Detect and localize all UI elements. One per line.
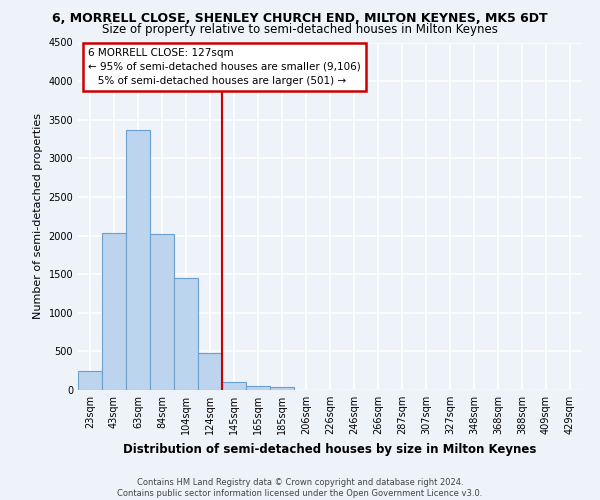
Bar — [222, 382, 246, 390]
Bar — [246, 386, 270, 390]
Bar — [102, 233, 126, 390]
Text: Contains HM Land Registry data © Crown copyright and database right 2024.
Contai: Contains HM Land Registry data © Crown c… — [118, 478, 482, 498]
Bar — [198, 353, 222, 390]
Text: Size of property relative to semi-detached houses in Milton Keynes: Size of property relative to semi-detach… — [102, 22, 498, 36]
Y-axis label: Number of semi-detached properties: Number of semi-detached properties — [33, 114, 43, 320]
Text: 6, MORRELL CLOSE, SHENLEY CHURCH END, MILTON KEYNES, MK5 6DT: 6, MORRELL CLOSE, SHENLEY CHURCH END, MI… — [52, 12, 548, 26]
Bar — [270, 387, 294, 390]
Bar — [78, 370, 102, 390]
Text: 6 MORRELL CLOSE: 127sqm
← 95% of semi-detached houses are smaller (9,106)
   5% : 6 MORRELL CLOSE: 127sqm ← 95% of semi-de… — [88, 48, 361, 86]
Bar — [174, 278, 198, 390]
Bar — [126, 130, 150, 390]
Bar — [150, 234, 174, 390]
X-axis label: Distribution of semi-detached houses by size in Milton Keynes: Distribution of semi-detached houses by … — [124, 442, 536, 456]
